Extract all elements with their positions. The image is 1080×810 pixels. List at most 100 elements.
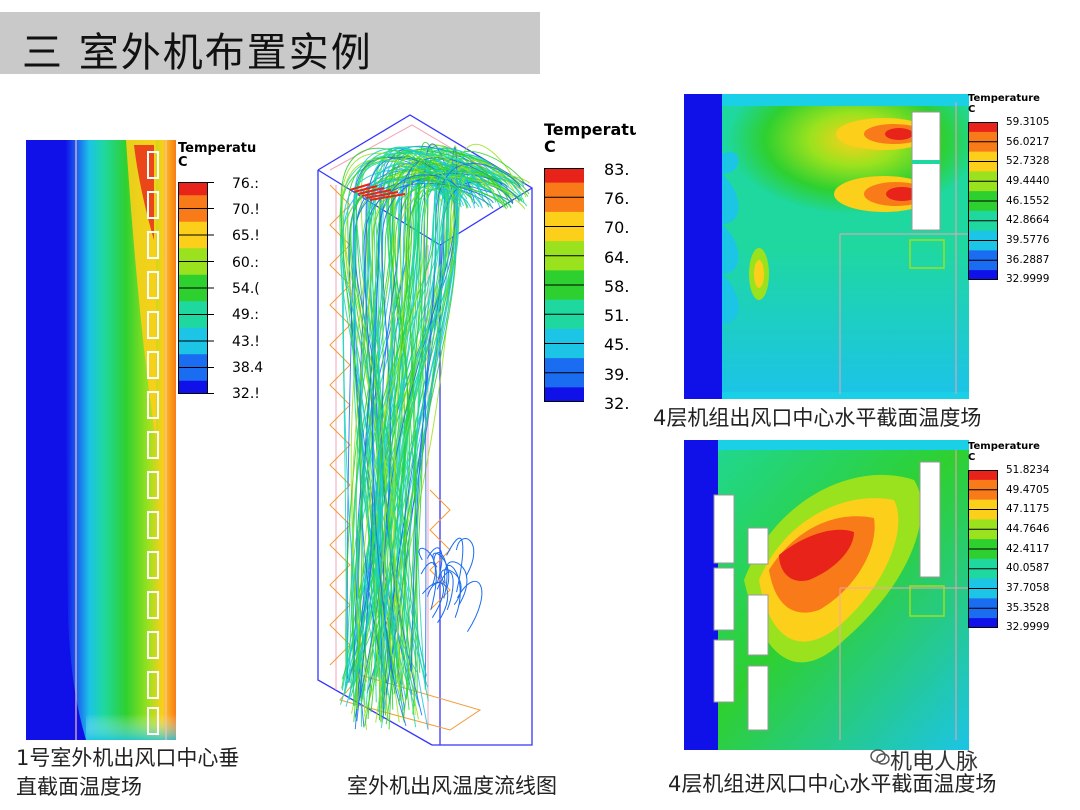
- scale-band: [544, 350, 584, 359]
- streamline: [361, 189, 392, 197]
- streamline: [418, 547, 436, 586]
- scale-band: [178, 248, 208, 256]
- scale-tick-labels: 76.: 70.! 65.! 60.: 54.( 49.: 43.! 38.4 …: [232, 176, 272, 400]
- inlet-section-field: [684, 440, 969, 750]
- scale-band: [968, 563, 998, 570]
- tick-label: 59.3105: [1006, 116, 1050, 128]
- scale-band: [178, 208, 208, 216]
- scale-band: [544, 336, 584, 344]
- streamline: [420, 562, 437, 610]
- scale-band: [544, 314, 584, 323]
- tick-label: 32.!: [232, 386, 260, 400]
- scale-band: [178, 314, 208, 322]
- scale-band: [968, 151, 998, 158]
- streamline: [365, 191, 399, 199]
- scale-band: [544, 219, 584, 227]
- scale-band: [178, 288, 208, 296]
- scale-band: [178, 274, 208, 282]
- streamline: [375, 145, 459, 723]
- scale-band: [968, 201, 998, 207]
- streamline: [346, 147, 451, 677]
- scale-band: [968, 230, 998, 237]
- scale-band: [968, 539, 998, 545]
- streamline-field: [317, 114, 533, 746]
- scale-band: [968, 568, 998, 575]
- scale-band: [544, 226, 584, 235]
- scale-band: [178, 215, 208, 223]
- scale-band: [178, 261, 208, 269]
- scale-band: [968, 255, 998, 261]
- panel-outlet-section: Temperature C 59.3105 56.0217 52.7328 49…: [684, 93, 1064, 399]
- scale-band: [968, 260, 998, 266]
- streamline: [443, 564, 461, 618]
- scale-band: [178, 374, 208, 382]
- scale-band: [178, 367, 208, 375]
- scale-band: [544, 241, 584, 249]
- scale-band: [968, 161, 998, 167]
- streamline: [340, 148, 444, 722]
- scale-band: [178, 228, 208, 236]
- scale-band: [544, 387, 584, 396]
- vertical-section-field: [26, 140, 176, 740]
- scale-band: [178, 201, 208, 209]
- color-scale: [968, 122, 998, 280]
- scale-band: [968, 205, 998, 212]
- streamline: [357, 187, 385, 195]
- scale-band: [968, 245, 998, 251]
- scale-band: [544, 182, 584, 191]
- tick-label: 52.7328: [1006, 155, 1050, 167]
- streamline: [421, 582, 444, 618]
- streamline: [398, 185, 507, 705]
- tick-label: 37.7058: [1006, 582, 1050, 594]
- streamline: [368, 162, 468, 702]
- scale-band: [968, 225, 998, 232]
- streamline: [432, 552, 450, 589]
- streamline: [403, 153, 530, 720]
- scale-band: [968, 573, 998, 580]
- scale-band: [968, 176, 998, 182]
- streamline: [352, 167, 503, 688]
- tick-label: 49.:: [232, 307, 259, 323]
- scale-band: [968, 494, 998, 501]
- scale-band: [178, 360, 208, 368]
- tick-label: 64.: [604, 248, 630, 267]
- tick-label: 58.: [604, 277, 630, 296]
- scale-band: [968, 583, 998, 589]
- streamline: [375, 147, 521, 703]
- title-bar: 三 室外机布置实例: [0, 12, 540, 76]
- scale-band: [968, 196, 998, 202]
- streamline: [456, 580, 483, 633]
- streamline: [436, 571, 454, 611]
- tick-label: 60.:: [232, 255, 259, 271]
- tick-label: 46.1552: [1006, 195, 1050, 207]
- tick-label: 35.3528: [1006, 602, 1050, 614]
- scale-band: [178, 380, 208, 388]
- tick-label: 45.: [604, 335, 630, 354]
- scale-band: [968, 603, 998, 609]
- tick-label: 42.8664: [1006, 214, 1050, 226]
- scale-band: [544, 189, 584, 198]
- scale-band: [968, 270, 998, 276]
- tick-label: 49.4440: [1006, 175, 1050, 187]
- scale-band: [968, 608, 998, 614]
- legend-title: Temperature C: [968, 441, 1040, 463]
- scale-band: [968, 126, 998, 133]
- streamline: [372, 147, 464, 707]
- scale-band: [178, 334, 208, 342]
- scale-tick-labels: 83. 76. 70. 64. 58. 51. 45. 39. 32.: [604, 160, 644, 413]
- scale-border: [544, 168, 584, 402]
- scale-band: [968, 220, 998, 227]
- tick-label: 76.:: [232, 176, 259, 192]
- streamline: [446, 537, 464, 593]
- streamline: [352, 150, 526, 706]
- tick-label: 51.8234: [1006, 464, 1050, 476]
- scale-band: [968, 474, 998, 481]
- scale-band: [968, 618, 998, 624]
- scale-band: [544, 233, 584, 242]
- streamline: [446, 561, 468, 606]
- scale-band: [544, 328, 584, 337]
- scale-band: [968, 553, 998, 560]
- scale-band: [968, 235, 998, 241]
- scale-band: [178, 321, 208, 329]
- panel-streamlines: Temperatu C 83. 76. 70. 64. 58. 51. 45. …: [300, 110, 645, 750]
